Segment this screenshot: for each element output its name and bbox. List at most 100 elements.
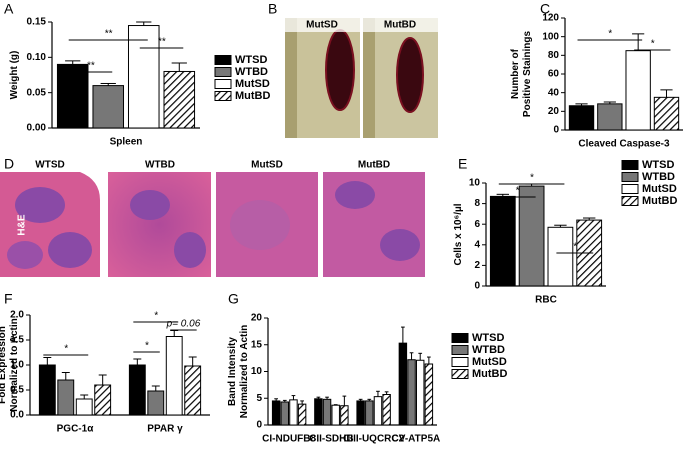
x-tick-label: PPAR γ (147, 424, 183, 435)
y-tick-label: 20 (251, 313, 263, 324)
significance-label: * (64, 344, 69, 355)
panel-label: E (458, 156, 467, 172)
label-box (285, 18, 360, 32)
bar (322, 398, 332, 426)
image-label: MutBD (384, 20, 416, 31)
y-tick-label: 20 (548, 106, 560, 117)
bar (653, 96, 680, 131)
y-tick-label: 0.10 (27, 52, 47, 63)
y-tick-label: 0 (474, 281, 480, 292)
y-tick-label: 0.5 (10, 385, 24, 396)
x-tick-label: RBC (535, 295, 557, 306)
histology-image (323, 172, 425, 277)
y-tick-label: 0.00 (27, 123, 47, 134)
bar (147, 390, 165, 416)
y-axis-label: Fold ExpressionNormalized to Actin (0, 318, 20, 412)
significance-label: * (608, 29, 613, 40)
legend-swatch (451, 369, 469, 379)
y-tick-label: 0.15 (27, 17, 47, 28)
legend-label: MutBD (642, 195, 677, 207)
legend-swatch (451, 333, 469, 343)
bar (165, 336, 183, 416)
y-tick-label: 8 (474, 198, 480, 209)
error-bar (660, 89, 673, 98)
legend-swatch (214, 55, 232, 65)
error-bar (358, 398, 363, 401)
panel-label: G (228, 291, 239, 307)
bar (75, 398, 93, 416)
legend-label: WTBD (642, 171, 675, 183)
bar (92, 85, 125, 129)
error-bar (583, 217, 596, 221)
y-tick-label: 10 (469, 178, 481, 189)
bar (297, 403, 307, 426)
error-bar (427, 356, 431, 365)
image-label: WTSD (35, 160, 64, 171)
error-bar (575, 103, 588, 106)
y-tick-label: 6 (474, 219, 480, 230)
error-bar (342, 395, 347, 406)
bar (57, 379, 75, 416)
error-bar (376, 390, 380, 397)
legend-label: WTBD (472, 344, 505, 356)
bar (271, 400, 281, 426)
legend-label: MutSD (472, 356, 507, 368)
error-bar (325, 396, 329, 400)
significance-label: * (515, 186, 520, 197)
y-tick-label: 120 (542, 13, 559, 24)
legend-swatch (451, 357, 469, 367)
bar (568, 105, 595, 131)
error-bar (367, 398, 372, 401)
significance-label: ** (87, 61, 96, 72)
legend-label: MutSD (642, 183, 677, 195)
side-label: H&E (17, 214, 28, 235)
legend-swatch (214, 79, 232, 89)
bar (365, 400, 374, 426)
error-bar (291, 395, 296, 400)
bar (94, 384, 112, 416)
bar (314, 398, 323, 426)
error-bar (300, 400, 304, 405)
error-bar (43, 357, 52, 365)
error-bar (80, 394, 89, 399)
error-bar (384, 391, 389, 395)
y-tick-label: 4 (474, 239, 480, 250)
y-axis-label-line: Positive Stainings (522, 30, 533, 117)
error-bar (632, 33, 645, 51)
significance-label: * (530, 173, 535, 184)
bar (38, 364, 56, 416)
error-bar (418, 352, 423, 361)
histology-image (108, 172, 211, 277)
x-tick-label: Cleaved Caspase-3 (578, 139, 670, 150)
legend-label: WTSD (642, 159, 674, 171)
bar (56, 63, 89, 129)
bar (289, 399, 298, 426)
legend-label: WTBD (235, 66, 268, 78)
error-bar (98, 374, 107, 385)
error-bar (409, 352, 414, 360)
error-bar (61, 372, 70, 380)
legend-swatch (621, 172, 639, 182)
legend-label: MutBD (235, 90, 270, 102)
error-bar (274, 398, 278, 401)
error-bar (333, 404, 338, 406)
bar (547, 226, 574, 287)
error-bar (282, 399, 287, 402)
histology-image (216, 172, 318, 277)
x-tick-label: PGC-1α (57, 424, 95, 435)
bar (128, 364, 146, 416)
bar (407, 359, 416, 426)
bar (280, 401, 290, 426)
significance-label: * (145, 341, 150, 352)
y-tick-label: 40 (548, 87, 560, 98)
y-tick-label: 100 (542, 31, 559, 42)
error-bar (603, 101, 616, 104)
error-bar (136, 21, 152, 26)
significance-label: ** (104, 29, 113, 40)
significance-label: p= 0.06 (166, 319, 201, 330)
y-tick-label: 2.0 (10, 310, 24, 321)
legend-swatch (214, 67, 232, 77)
photo (363, 18, 438, 138)
error-bar (171, 62, 187, 72)
x-tick-label: CV-ATP5A (392, 434, 441, 445)
